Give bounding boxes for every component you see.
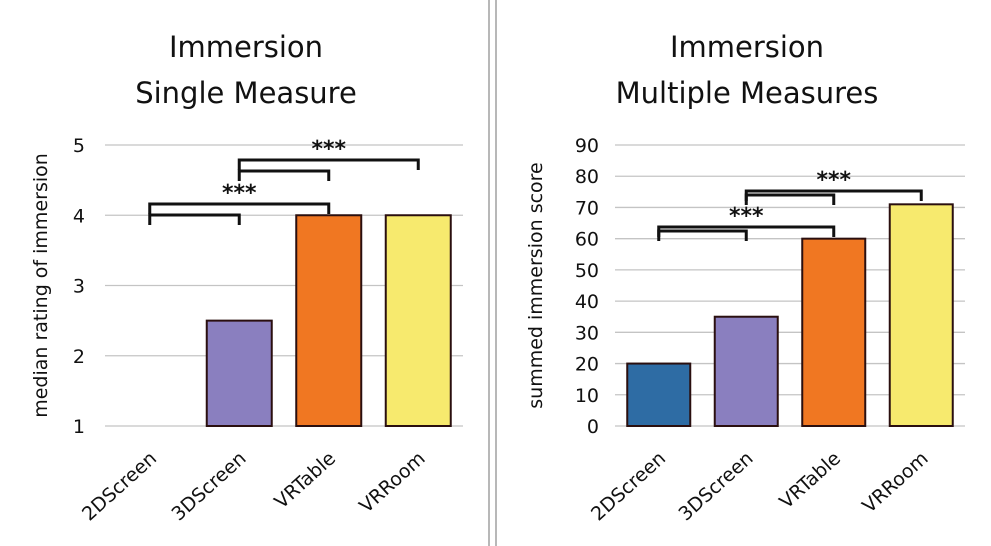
y-axis-label: median rating of immersion: [30, 153, 52, 418]
significance-bracket: [744, 189, 923, 201]
y-tick-label: 50: [575, 260, 599, 282]
chart-title-line: Single Measure: [135, 76, 357, 110]
chart-title-line: Immersion: [169, 30, 323, 64]
x-tick-label: 3DScreen: [167, 447, 250, 525]
significance-label: ***: [311, 137, 346, 162]
bar-3dscreen: [205, 319, 273, 427]
y-tick-label: 70: [575, 197, 599, 219]
y-tick-label: 3: [73, 276, 85, 298]
x-tick-label: 2DScreen: [78, 447, 161, 525]
significance-label: ***: [222, 181, 257, 206]
panel-separator: [488, 0, 497, 546]
significance-label: ***: [816, 168, 851, 193]
bar-3dscreen: [713, 315, 779, 428]
y-tick-label: 4: [73, 205, 85, 227]
bar-vrtable: [801, 237, 867, 427]
y-tick-label: 90: [575, 135, 599, 157]
y-tick-label: 60: [575, 229, 599, 251]
y-tick-label: 80: [575, 166, 599, 188]
y-tick-label: 20: [575, 354, 599, 376]
chart-single-measure: Immersion Single Measure 1 2 3 4 5 median ratin…: [30, 30, 463, 525]
bar-vrroom: [888, 203, 954, 427]
y-tick-label: 10: [575, 385, 599, 407]
y-tick-label: 0: [587, 416, 599, 438]
significance-bracket: [148, 213, 241, 225]
significance-bracket: [657, 225, 836, 237]
x-tick-label: 3DScreen: [674, 447, 757, 525]
x-tick-label: VRTable: [775, 447, 845, 513]
y-tick-label: 40: [575, 291, 599, 313]
chart-title-line: Immersion: [670, 30, 824, 64]
y-tick-label: 30: [575, 322, 599, 344]
significance-bracket: [657, 229, 748, 241]
y-tick-label: 2: [73, 346, 85, 368]
y-tick-label: 5: [73, 135, 85, 157]
y-tick-label: 1: [73, 416, 85, 438]
significance-bracket: [237, 158, 420, 170]
x-tick-label: VRRoom: [355, 447, 429, 517]
bar-vrroom: [384, 214, 452, 427]
significance-label: ***: [729, 204, 764, 229]
y-axis-label: summed immersion score: [525, 162, 547, 408]
x-tick-label: VRTable: [270, 447, 340, 513]
bar-vrtable: [295, 214, 363, 427]
x-tick-label: 2DScreen: [587, 447, 670, 525]
chart-multiple-measures: Immersion Multiple Measures 0 10 20 30 40 50 60 7…: [525, 30, 965, 525]
x-tick-label: VRRoom: [858, 447, 932, 517]
chart-title-line: Multiple Measures: [616, 76, 879, 110]
significance-bracket: [148, 202, 331, 214]
bar-2dscreen: [626, 362, 692, 427]
significance-bracket: [237, 169, 331, 181]
